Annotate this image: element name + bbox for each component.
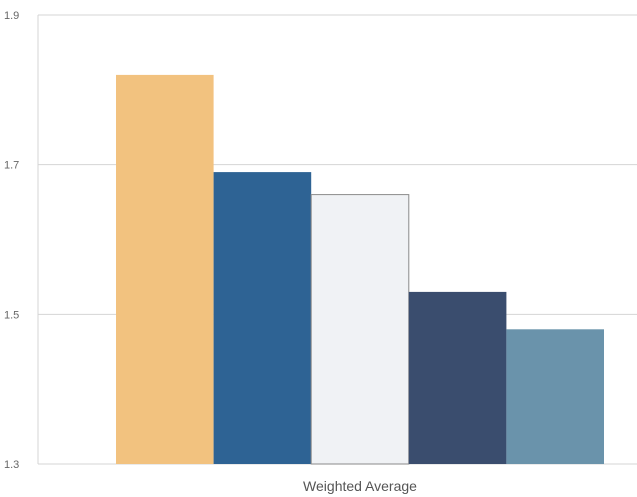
bar-4: [408, 291, 507, 464]
y-tick-label: 1.7: [4, 160, 19, 172]
y-axis: 1.3 1.5 1.7 1.9: [4, 10, 39, 471]
y-tick-label: 1.3: [4, 459, 19, 471]
bar-5: [506, 329, 604, 464]
bar-1: [116, 74, 214, 465]
x-tick-label: Weighted Average: [303, 478, 417, 494]
bars: [116, 74, 604, 465]
x-axis: Weighted Average: [303, 478, 417, 494]
bar-3: [310, 194, 410, 465]
y-tick-label: 1.9: [4, 10, 19, 22]
y-tick-label: 1.5: [4, 309, 19, 321]
bar-2: [213, 172, 312, 464]
